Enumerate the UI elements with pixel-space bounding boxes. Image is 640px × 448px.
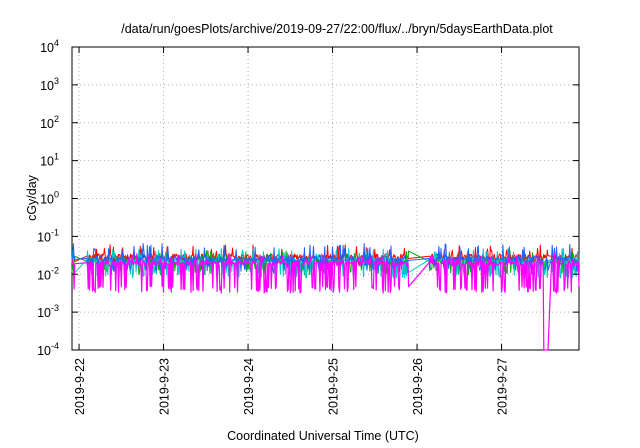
y-tick-exponent: 0 bbox=[54, 190, 59, 200]
y-tick-label: 10-3 bbox=[37, 303, 59, 320]
x-tick-label: 2019-9-23 bbox=[158, 358, 172, 415]
x-tick-label: 2019-9-24 bbox=[242, 358, 256, 415]
y-tick-label: 102 bbox=[40, 114, 59, 131]
y-tick-base: 10 bbox=[40, 155, 54, 169]
y-axis-label: cGy/day bbox=[25, 174, 39, 221]
y-tick-base: 10 bbox=[40, 79, 54, 93]
y-tick-base: 10 bbox=[37, 306, 51, 320]
grid bbox=[72, 47, 579, 350]
y-tick-exponent: -1 bbox=[51, 227, 59, 237]
series-line bbox=[71, 252, 580, 351]
y-tick-base: 10 bbox=[37, 268, 51, 282]
y-tick-exponent: -3 bbox=[51, 303, 59, 313]
y-tick-label: 10-4 bbox=[37, 341, 59, 358]
y-tick-exponent: 4 bbox=[54, 38, 59, 48]
x-axis-label: Coordinated Universal Time (UTC) bbox=[227, 429, 419, 443]
x-tick-label: 2019-9-25 bbox=[327, 358, 341, 415]
y-tick-exponent: 1 bbox=[54, 152, 59, 162]
y-tick-label: 10-2 bbox=[37, 265, 59, 282]
y-tick-exponent: -2 bbox=[51, 265, 59, 275]
y-tick-exponent: 3 bbox=[54, 76, 59, 86]
y-tick-label: 100 bbox=[40, 190, 59, 207]
y-tick-label: 101 bbox=[40, 152, 59, 169]
x-tick-label: 2019-9-22 bbox=[73, 358, 87, 415]
series-group bbox=[71, 243, 580, 351]
y-tick-base: 10 bbox=[40, 193, 54, 207]
y-tick-label: 104 bbox=[40, 38, 59, 55]
x-tick-label: 2019-9-26 bbox=[411, 358, 425, 415]
y-tick-base: 10 bbox=[37, 230, 51, 244]
y-tick-exponent: -4 bbox=[51, 341, 59, 351]
y-tick-label: 103 bbox=[40, 76, 59, 93]
y-tick-base: 10 bbox=[40, 117, 54, 131]
x-tick-label: 2019-9-27 bbox=[496, 358, 510, 415]
y-tick-label: 10-1 bbox=[37, 227, 59, 244]
y-tick-base: 10 bbox=[40, 41, 54, 55]
y-tick-exponent: 2 bbox=[54, 114, 59, 124]
y-tick-base: 10 bbox=[37, 344, 51, 358]
chart-title: /data/run/goesPlots/archive/2019-09-27/2… bbox=[121, 22, 553, 36]
series-line bbox=[71, 243, 580, 272]
x-axis: 2019-9-22 2019-9-23 2019-9-24 2019-9-25 2019… bbox=[73, 47, 510, 415]
